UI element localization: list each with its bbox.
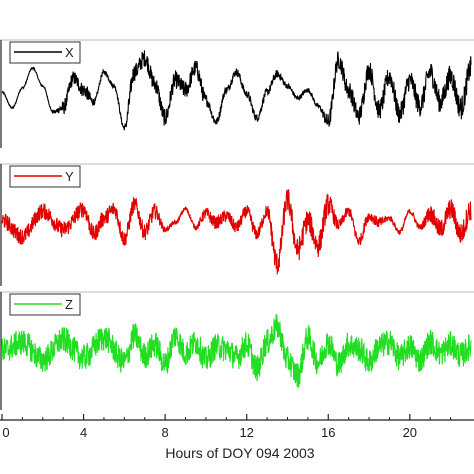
chart-panels: X Y Z bbox=[0, 39, 474, 410]
x-tick-label: 0 bbox=[2, 425, 9, 440]
legend-y: Y bbox=[9, 165, 81, 188]
x-tick-label: 4 bbox=[80, 425, 87, 440]
legend-label: Z bbox=[65, 297, 73, 312]
legend-z: Z bbox=[9, 293, 81, 316]
legend-x: X bbox=[9, 41, 81, 64]
panel-x: X bbox=[0, 39, 474, 148]
x-tick-label: 16 bbox=[321, 425, 335, 440]
panel-y: Y bbox=[0, 163, 474, 286]
x-axis: 0 4 8 12 16 20 bbox=[0, 414, 474, 440]
series-line-z bbox=[1, 314, 472, 388]
x-tick-label: 20 bbox=[403, 425, 417, 440]
x-tick-label: 8 bbox=[162, 425, 169, 440]
legend-label: X bbox=[65, 45, 74, 60]
series-line-y bbox=[1, 188, 472, 275]
x-axis-label: Hours of DOY 094 2003 bbox=[165, 445, 314, 461]
panel-z: Z bbox=[0, 291, 474, 410]
legend-label: Y bbox=[65, 169, 74, 184]
x-tick-label: 12 bbox=[239, 425, 253, 440]
series-line-x bbox=[1, 50, 472, 131]
